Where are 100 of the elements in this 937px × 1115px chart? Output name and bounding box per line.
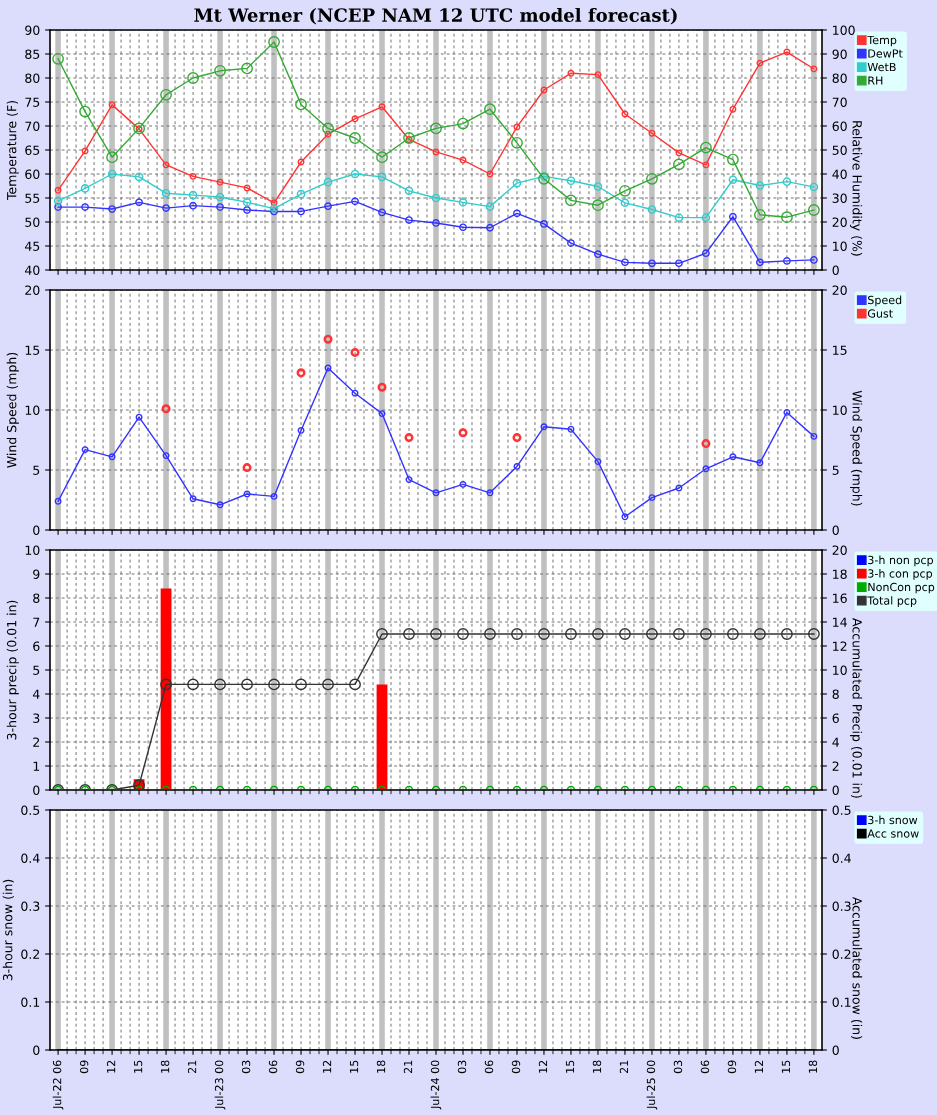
y-tick-label: 75: [25, 97, 40, 107]
x-tick-label: 21: [619, 1060, 629, 1074]
y2-tick-label: 10: [833, 665, 847, 675]
y2-tick-label: 18: [833, 569, 847, 579]
x-tick-label: 15: [781, 1060, 791, 1073]
x-tick-label: 03: [673, 1060, 683, 1074]
y-tick-label: 0.2: [21, 949, 40, 959]
y-tick-label: 70: [25, 121, 40, 131]
y-tick-label: 50: [25, 217, 40, 227]
y2-tick-label: 5: [832, 465, 839, 475]
x-tick-label: 09: [295, 1060, 305, 1074]
y-axis-title: 3-hour snow (in): [2, 879, 14, 981]
y-tick-label: 10: [25, 405, 40, 415]
x-tick-label: 15: [349, 1060, 359, 1073]
legend-label: RH: [868, 76, 883, 85]
y2-axis-title: Relative Humidity (%): [850, 121, 863, 256]
y2-tick-label: 0: [832, 265, 839, 275]
y2-tick-label: 20: [832, 217, 847, 227]
y2-tick-label: 90: [832, 49, 847, 59]
y2-tick-label: 0: [832, 525, 839, 535]
y2-tick-label: 8: [832, 689, 839, 699]
x-tick-label: 12: [322, 1060, 332, 1073]
legend-label: 3-h snow: [868, 815, 918, 825]
x-tick-label: 06: [700, 1060, 710, 1074]
y2-tick-label: 0: [832, 785, 839, 795]
x-tick-label: 03: [457, 1060, 467, 1074]
legend-label: Speed: [868, 295, 902, 307]
y2-axis-title: Wind Speed (mph): [850, 390, 863, 506]
legend-label: Temp: [867, 35, 897, 47]
y2-tick-label: 40: [832, 169, 847, 179]
y-tick-label: 0.1: [21, 997, 40, 1007]
y2-tick-label: 10: [833, 405, 847, 415]
y-tick-label: 60: [25, 169, 40, 179]
y-tick-label: 7: [33, 617, 40, 627]
y-tick-label: 5: [33, 465, 40, 475]
y2-tick-label: 20: [832, 285, 847, 295]
y2-tick-label: 16: [833, 593, 847, 603]
y-tick-label: 0: [33, 785, 40, 795]
y2-tick-label: 0.1: [832, 997, 851, 1007]
x-tick-label: 18: [160, 1060, 170, 1073]
legend-label: 3-h non pcp: [868, 555, 933, 567]
y2-tick-label: 0.2: [832, 949, 851, 959]
x-tick-label: 15: [565, 1060, 575, 1073]
y-tick-label: 0.3: [21, 901, 40, 911]
y2-axis-title: Accumulated Precip (0.01 in): [850, 618, 863, 798]
y-tick-label: 8: [33, 593, 40, 603]
legend-label: WetB: [867, 62, 896, 72]
y2-tick-label: 70: [832, 97, 847, 107]
x-tick-label: 18: [808, 1060, 818, 1073]
chart-title: Mt Werner (NCEP NAM 12 UTC model forecast): [194, 7, 677, 25]
y2-tick-label: 80: [832, 73, 847, 83]
y-tick-label: 2: [33, 737, 40, 747]
y-tick-label: 0.5: [21, 805, 40, 815]
y-axis-title: Temperature (F): [6, 101, 19, 201]
legend-label: 3-h con pcp: [868, 569, 933, 580]
y-tick-label: 45: [24, 241, 40, 251]
x-tick-label: 09: [727, 1060, 737, 1074]
y-tick-label: 40: [24, 265, 40, 275]
legend-label: DewPt: [868, 49, 903, 58]
x-tick-label: Jul-22 06: [52, 1060, 64, 1110]
y-tick-label: 9: [33, 569, 40, 579]
x-tick-label: Jul-23 00: [214, 1060, 226, 1110]
y-tick-label: 80: [25, 73, 40, 83]
y2-tick-label: 100: [833, 25, 855, 35]
x-tick-label: 09: [79, 1060, 89, 1074]
y-tick-label: 5: [33, 665, 40, 675]
y2-tick-label: 0: [832, 1045, 839, 1055]
y-tick-label: 15: [25, 345, 40, 355]
y-tick-label: 90: [25, 25, 40, 35]
y2-tick-label: 12: [833, 641, 847, 651]
x-tick-label: 12: [538, 1060, 548, 1073]
x-tick-label: 12: [754, 1060, 763, 1073]
legend-label: Total pcp: [867, 596, 917, 607]
x-tick-label: 21: [403, 1060, 413, 1074]
x-tick-label: 12: [106, 1060, 116, 1073]
x-tick-label: 21: [187, 1060, 197, 1074]
x-tick-label: 15: [134, 1060, 143, 1073]
y2-tick-label: 0.3: [832, 901, 851, 911]
y-tick-label: 65: [25, 145, 40, 155]
y2-tick-label: 15: [833, 345, 847, 355]
y2-tick-label: 20: [832, 545, 847, 555]
y-tick-label: 1: [33, 761, 40, 771]
y2-tick-label: 10: [833, 241, 847, 251]
y-tick-label: 3: [33, 713, 40, 723]
x-tick-label: 06: [484, 1060, 494, 1074]
y2-tick-label: 0.4: [832, 853, 851, 863]
y2-axis-title: Accumulated snow (in): [851, 896, 863, 1039]
y2-tick-label: 60: [832, 121, 847, 131]
legend-label: Acc snow: [867, 829, 919, 838]
y-axis-title: Wind Speed (mph): [6, 352, 19, 468]
y2-tick-label: 50: [832, 145, 847, 155]
y2-tick-label: 0.5: [832, 805, 851, 815]
x-tick-label: 09: [511, 1060, 521, 1074]
y-tick-label: 55: [25, 193, 40, 203]
y2-tick-label: 6: [832, 713, 839, 723]
y-tick-label: 4: [32, 689, 40, 699]
y2-tick-label: 4: [832, 737, 839, 747]
y-tick-label: 85: [25, 49, 40, 59]
x-tick-label: Jul-25 00: [646, 1060, 658, 1110]
y-tick-label: 0: [33, 525, 40, 535]
